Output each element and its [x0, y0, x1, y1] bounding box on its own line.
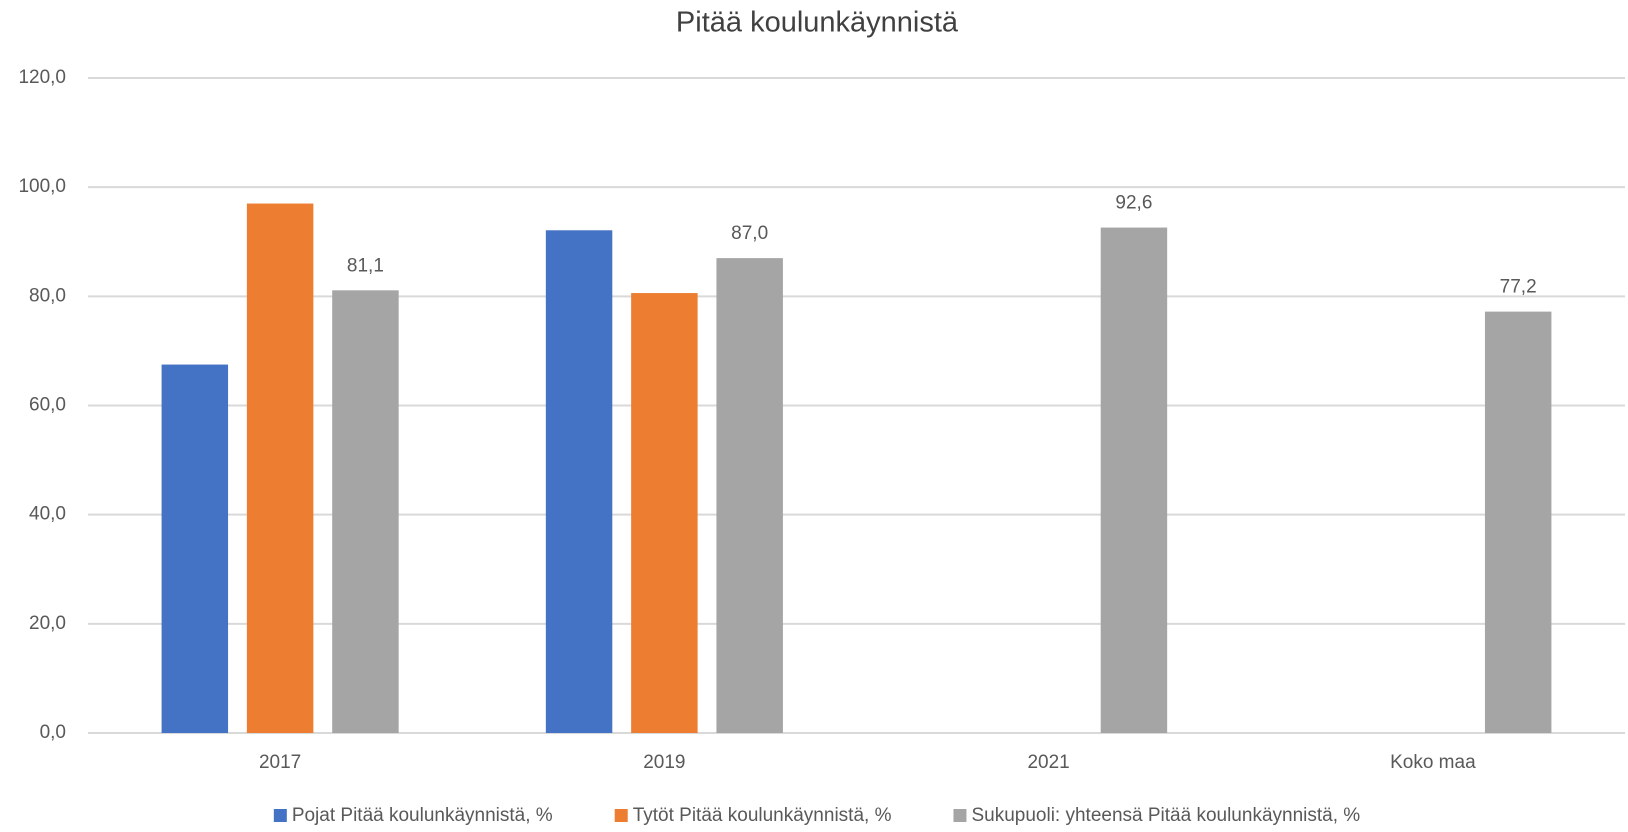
y-tick-label: 120,0 [18, 67, 66, 88]
bar [1484, 311, 1552, 733]
x-tick-label: 2021 [1027, 752, 1069, 773]
y-tick-label: 60,0 [29, 395, 66, 416]
data-label: 81,1 [347, 255, 384, 276]
bar [332, 290, 399, 733]
y-tick-label: 40,0 [29, 504, 66, 525]
data-label: 87,0 [731, 223, 768, 244]
x-tick-label: 2019 [643, 752, 685, 773]
x-tick-label: Koko maa [1390, 752, 1476, 773]
chart-title: Pitää koulunkäynnistä [676, 7, 959, 39]
legend-swatch [953, 809, 967, 822]
bar [161, 364, 229, 733]
bar [1100, 227, 1168, 733]
y-tick-label: 100,0 [18, 176, 66, 197]
data-label: 92,6 [1115, 193, 1152, 214]
bar [716, 258, 783, 733]
legend-swatch [273, 809, 287, 822]
y-tick-label: 80,0 [29, 285, 66, 306]
y-tick-label: 20,0 [29, 613, 66, 634]
y-tick-label: 0,0 [40, 722, 66, 743]
data-label: 77,2 [1500, 277, 1537, 298]
legend-swatch [614, 809, 628, 822]
bar [545, 230, 613, 733]
legend-label: Sukupuoli: yhteensä Pitää koulunkäynnist… [971, 805, 1360, 826]
x-tick-label: 2017 [259, 752, 301, 773]
legend-label: Tytöt Pitää koulunkäynnistä, % [633, 805, 892, 826]
legend-label: Pojat Pitää koulunkäynnistä, % [292, 805, 553, 826]
bar [631, 293, 698, 733]
bar [246, 203, 314, 733]
